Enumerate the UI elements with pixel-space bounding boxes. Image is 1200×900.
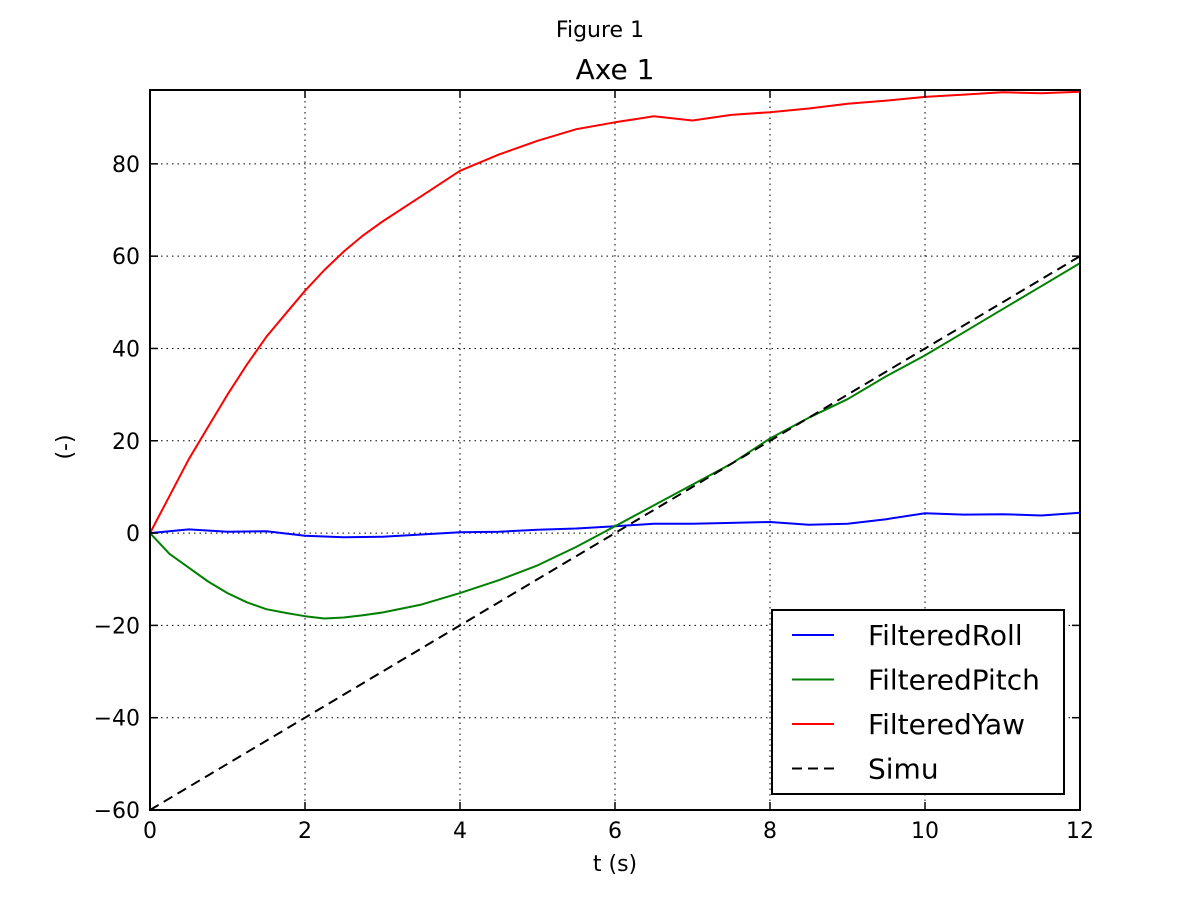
legend-label-simu: Simu [868, 753, 939, 786]
x-tick-label: 6 [608, 819, 622, 844]
x-tick-label: 0 [143, 819, 157, 844]
legend-label-filteredroll: FilteredRoll [868, 619, 1023, 652]
legend-box [771, 609, 1065, 795]
x-tick-label: 8 [763, 819, 777, 844]
plot-series [149, 90, 1081, 811]
x-axis-label: t (s) [593, 852, 637, 877]
y-tick-label: 0 [126, 522, 140, 547]
x-tick-label: 12 [1066, 819, 1094, 844]
series-line-simu [149, 255, 1081, 811]
y-tick-label: 60 [112, 245, 140, 270]
y-tick-label: −20 [94, 614, 140, 639]
y-tick-label: 20 [112, 430, 140, 455]
x-tick-label: 4 [453, 819, 467, 844]
axis-ticks: 0 2 4 6 8 10 12 −60 −40 −20 0 20 40 60 80 [94, 90, 1094, 844]
y-tick-label: −40 [94, 707, 140, 732]
y-tick-label: −60 [94, 799, 140, 824]
y-tick-label: 80 [112, 153, 140, 178]
series-line-filteredpitch [149, 262, 1081, 620]
y-tick-label: 40 [112, 337, 140, 362]
legend-label-filteredyaw: FilteredYaw [868, 708, 1025, 741]
legend-label-filteredpitch: FilteredPitch [868, 664, 1040, 697]
legend: FilteredRoll FilteredPitch FilteredYaw Simu [771, 609, 1065, 795]
y-axis-label: (-) [53, 434, 78, 459]
x-tick-label: 2 [298, 819, 312, 844]
x-tick-label: 10 [911, 819, 939, 844]
series-line-filteredyaw [149, 90, 1081, 534]
chart-title: Axe 1 [576, 53, 655, 86]
window-title: Figure 1 [556, 18, 644, 43]
